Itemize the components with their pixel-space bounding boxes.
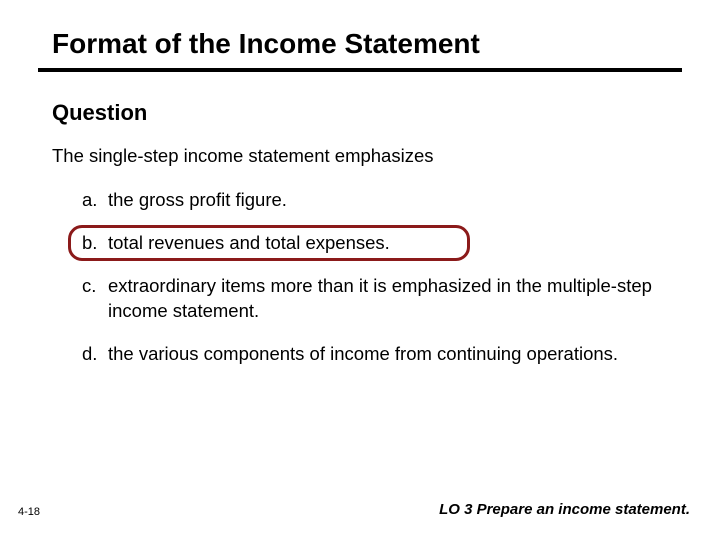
content-area: Question The single-step income statemen… — [0, 72, 720, 367]
option-b: b. total revenues and total expenses. — [82, 231, 668, 256]
option-c-text: extraordinary items more than it is emph… — [108, 274, 668, 324]
option-a: a. the gross profit figure. — [82, 188, 668, 213]
option-b-text: total revenues and total expenses. — [108, 231, 668, 256]
option-c: c. extraordinary items more than it is e… — [82, 274, 668, 324]
learning-objective: LO 3 Prepare an income statement. — [439, 501, 690, 518]
option-d-text: the various components of income from co… — [108, 342, 668, 367]
question-stem: The single-step income statement emphasi… — [52, 144, 668, 168]
slide-title: Format of the Income Statement — [0, 0, 720, 68]
option-a-letter: a. — [82, 188, 108, 213]
options-list: a. the gross profit figure. b. total rev… — [52, 188, 668, 367]
option-d-letter: d. — [82, 342, 108, 367]
option-b-letter: b. — [82, 231, 108, 256]
question-heading: Question — [52, 100, 668, 126]
slide-number: 4-18 — [18, 506, 40, 518]
option-a-text: the gross profit figure. — [108, 188, 668, 213]
option-c-letter: c. — [82, 274, 108, 324]
option-d: d. the various components of income from… — [82, 342, 668, 367]
